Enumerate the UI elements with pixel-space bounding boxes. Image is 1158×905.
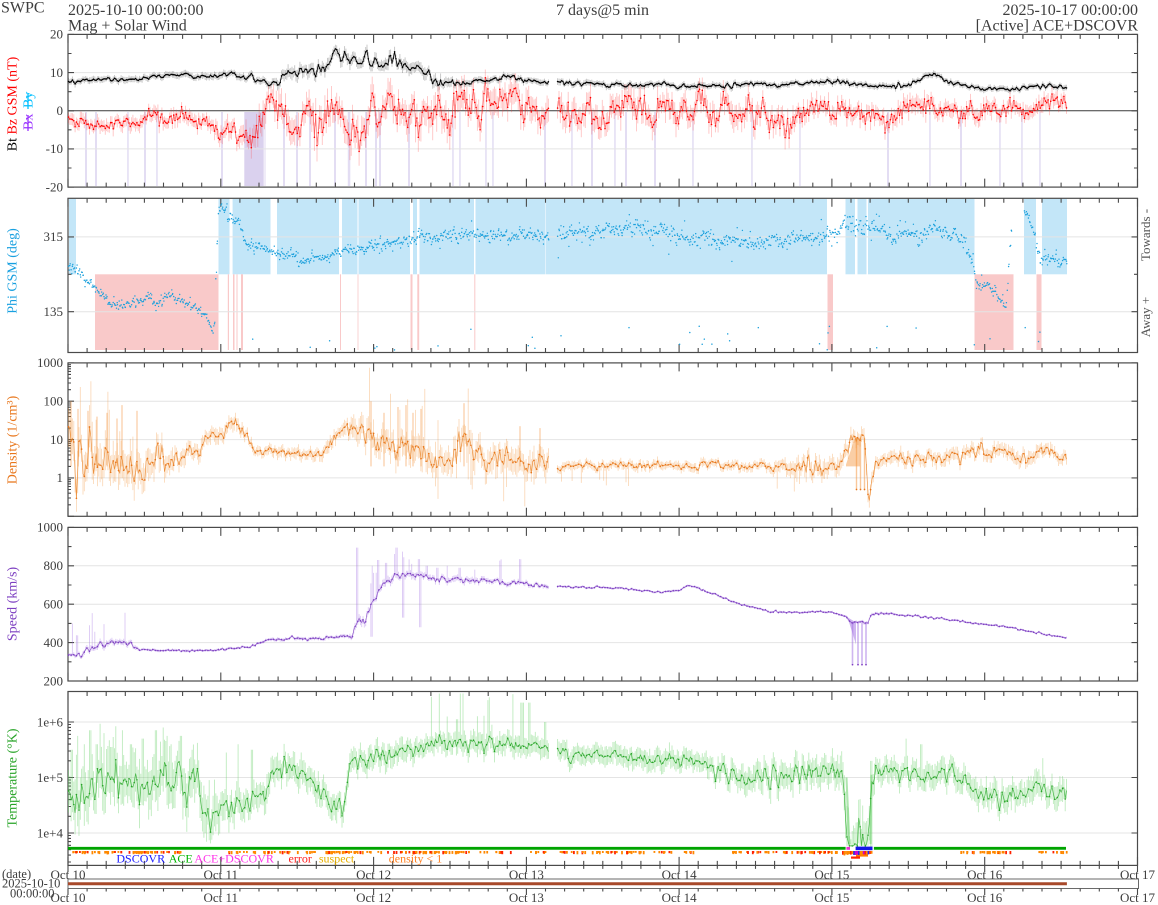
svg-text:00:00:00: 00:00:00: [10, 887, 54, 901]
svg-text:600: 600: [44, 597, 64, 612]
svg-text:135: 135: [44, 304, 64, 319]
svg-text:0: 0: [57, 103, 64, 118]
svg-text:SWPC: SWPC: [1, 0, 45, 17]
svg-text:Bx: Bx: [22, 114, 37, 130]
svg-text:density < 1: density < 1: [389, 852, 442, 866]
svg-text:Oct 17: Oct 17: [1120, 890, 1156, 905]
svg-text:error: error: [289, 852, 312, 866]
svg-text:2025-10-10: 2025-10-10: [2, 877, 60, 891]
svg-text:Away +: Away +: [1138, 297, 1153, 337]
svg-text:ACE: ACE: [169, 852, 193, 866]
svg-text:Density (1/cm³): Density (1/cm³): [6, 395, 21, 484]
svg-text:800: 800: [44, 558, 64, 573]
svg-text:-20: -20: [46, 179, 63, 194]
svg-text:10: 10: [50, 432, 63, 447]
svg-text:Mag + Solar Wind: Mag + Solar Wind: [68, 17, 187, 34]
svg-text:(date): (date): [2, 867, 31, 881]
svg-text:Speed (km/s): Speed (km/s): [6, 567, 21, 642]
svg-text:1: 1: [57, 470, 64, 485]
svg-text:2025-10-10 00:00:00: 2025-10-10 00:00:00: [68, 2, 204, 19]
svg-text:2025-10-17 00:00:00: 2025-10-17 00:00:00: [1002, 2, 1138, 19]
svg-text:DSCOVR: DSCOVR: [116, 852, 165, 866]
svg-text:Oct 11: Oct 11: [204, 890, 239, 905]
svg-text:100: 100: [44, 394, 64, 409]
svg-text:Oct 10: Oct 10: [50, 890, 85, 905]
svg-text:Oct 12: Oct 12: [356, 867, 391, 882]
svg-text:Oct 11: Oct 11: [204, 867, 239, 882]
svg-text:Oct 16: Oct 16: [967, 867, 1003, 882]
svg-text:-10: -10: [46, 141, 63, 156]
svg-text:315: 315: [44, 229, 64, 244]
svg-text:Bt Bz GSM (nT): Bt Bz GSM (nT): [6, 56, 21, 151]
svg-text:400: 400: [44, 635, 64, 650]
svg-text:Phi GSM (deg): Phi GSM (deg): [6, 228, 21, 314]
svg-text:Oct 17: Oct 17: [1120, 867, 1156, 882]
svg-text:1e+6: 1e+6: [37, 714, 64, 729]
svg-text:Oct 16: Oct 16: [967, 890, 1003, 905]
svg-text:200: 200: [44, 673, 64, 688]
svg-text:ACE+DSCOVR: ACE+DSCOVR: [194, 852, 273, 866]
svg-text:suspect: suspect: [319, 852, 355, 866]
svg-text:1000: 1000: [37, 520, 63, 535]
svg-text:10: 10: [50, 65, 63, 80]
svg-text:Oct 15: Oct 15: [814, 890, 849, 905]
svg-text:Oct 12: Oct 12: [356, 890, 391, 905]
svg-text:7 days@5 min: 7 days@5 min: [556, 2, 649, 19]
svg-text:20: 20: [50, 27, 63, 42]
svg-text:Towards -: Towards -: [1138, 209, 1153, 261]
svg-text:Temperature (°K): Temperature (°K): [6, 728, 21, 827]
svg-text:By: By: [22, 92, 37, 108]
svg-text:Oct 13: Oct 13: [509, 867, 544, 882]
svg-text:1e+5: 1e+5: [37, 770, 63, 785]
svg-text:Oct 13: Oct 13: [509, 890, 544, 905]
svg-text:[Active] ACE+DSCOVR: [Active] ACE+DSCOVR: [976, 17, 1139, 34]
svg-text:1000: 1000: [37, 355, 63, 370]
svg-text:Oct 14: Oct 14: [662, 890, 698, 905]
svg-text:1e+4: 1e+4: [37, 825, 64, 840]
svg-text:Oct 10: Oct 10: [50, 867, 85, 882]
svg-text:Oct 15: Oct 15: [814, 867, 849, 882]
svg-text:Oct 14: Oct 14: [662, 867, 698, 882]
